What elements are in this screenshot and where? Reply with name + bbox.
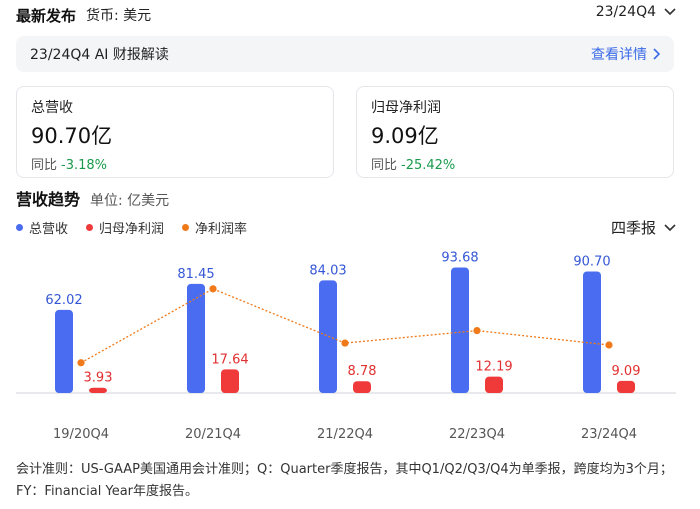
ai-report-title: 23/24Q4 AI 财报解读: [30, 47, 169, 63]
revenue-yoy: 同比 -3.18%: [31, 154, 319, 173]
net-income-value: 9.09亿: [371, 124, 439, 148]
currency-label: 货币: 美元: [86, 8, 152, 24]
frequency-label: 四季报: [610, 219, 656, 237]
net-income-bar: [221, 369, 239, 393]
margin-point: [605, 341, 613, 349]
legend-dot-margin: [182, 224, 190, 231]
section-header: 营收趋势 单位: 亿美元: [16, 186, 169, 210]
margin-point: [77, 359, 85, 367]
legend-item-net-income[interactable]: 归母净利润: [86, 218, 164, 237]
revenue-card[interactable]: 总营收 90.70亿 同比 -3.18%: [16, 86, 334, 178]
revenue-value-label: 84.03: [309, 263, 346, 278]
margin-point: [473, 327, 481, 335]
net-income-bar: [353, 381, 371, 393]
chevron-right-icon: [653, 48, 660, 60]
revenue-yoy-label: 同比: [31, 158, 58, 173]
revenue-value: 90.70亿: [31, 124, 113, 148]
unit-label: 单位: 亿美元: [90, 193, 170, 209]
legend-label-margin: 净利润率: [195, 222, 248, 237]
net-income-label: 归母净利润: [371, 100, 441, 116]
revenue-value-label: 93.68: [441, 250, 478, 265]
footnote: 会计准则：US-GAAP美国通用会计准则；Q：Quarter季度报告，其中Q1/…: [16, 462, 673, 499]
legend-label-revenue: 总营收: [29, 222, 69, 237]
net-income-value-label: 3.93: [84, 371, 113, 386]
margin-point: [209, 285, 217, 293]
net-income-value-label: 9.09: [612, 364, 641, 379]
legend-item-revenue[interactable]: 总营收: [16, 218, 68, 237]
x-tick-label: 19/20Q4: [53, 427, 109, 442]
legend-dot-net-income: [86, 224, 94, 231]
x-tick-label: 21/22Q4: [317, 427, 373, 442]
period-selector[interactable]: 23/24Q4: [596, 4, 676, 20]
chevron-down-icon: [664, 8, 676, 16]
x-tick-label: 23/24Q4: [581, 427, 637, 442]
legend-dot-revenue: [16, 224, 23, 231]
period-label: 23/24Q4: [595, 4, 656, 20]
header: 最新发布 货币: 美元 23/24Q4: [16, 4, 676, 26]
revenue-bar: [319, 280, 337, 393]
legend-label-net-income: 归母净利润: [99, 222, 165, 237]
x-tick-label: 20/21Q4: [185, 427, 241, 442]
revenue-value-label: 81.45: [177, 267, 214, 282]
revenue-value-label: 90.70: [573, 254, 610, 269]
net-income-yoy-value: -25.42%: [401, 158, 456, 173]
revenue-bar: [187, 283, 205, 393]
net-income-value-label: 17.64: [211, 352, 248, 367]
margin-point: [341, 339, 349, 347]
revenue-trend-chart: 62.02 3.93 19/20Q4 81.45 17.64 20/21Q4 84.03 8.…: [16, 250, 676, 442]
net-income-card[interactable]: 归母净利润 9.09亿 同比 -25.42%: [356, 86, 674, 178]
net-income-bar: [89, 387, 107, 393]
ai-report-bar[interactable]: 23/24Q4 AI 财报解读 查看详情: [16, 36, 674, 72]
x-tick-label: 22/23Q4: [449, 427, 505, 442]
chart-legend: 总营收 归母净利润 净利润率: [16, 218, 247, 237]
revenue-bar: [451, 267, 469, 393]
net-income-value-label: 12.19: [475, 360, 512, 375]
net-income-bar: [485, 376, 503, 393]
page-title: 最新发布: [16, 6, 77, 25]
net-income-yoy-label: 同比: [371, 158, 398, 173]
chevron-down-icon: [664, 223, 676, 231]
view-details-label: 查看详情: [591, 47, 647, 63]
net-income-yoy: 同比 -25.42%: [371, 154, 659, 173]
section-title: 营收趋势: [16, 190, 81, 209]
frequency-selector[interactable]: 四季报: [611, 217, 676, 238]
revenue-yoy-value: -3.18%: [61, 158, 108, 173]
revenue-label: 总营收: [31, 100, 73, 116]
revenue-bar: [583, 271, 601, 393]
view-details-link[interactable]: 查看详情: [591, 44, 660, 64]
margin-line: [80, 288, 610, 364]
net-income-bar: [617, 380, 635, 393]
legend-item-margin[interactable]: 净利润率: [182, 218, 247, 237]
revenue-bar: [55, 309, 73, 393]
net-income-value-label: 8.78: [348, 364, 377, 379]
revenue-value-label: 62.02: [45, 293, 82, 308]
